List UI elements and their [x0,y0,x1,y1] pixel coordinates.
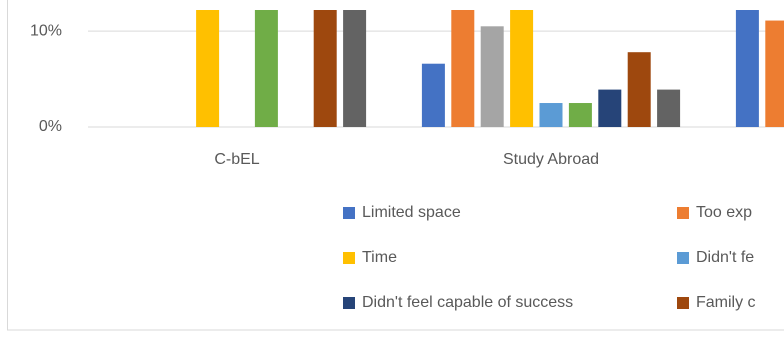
y-tick-label: 10% [30,22,62,39]
x-tick-label: C-bEL [214,151,259,168]
legend-swatch [343,252,355,264]
legend-label: Time [362,249,397,266]
bar [254,10,278,127]
legend-swatch [677,252,689,264]
legend-label: Family c [696,294,756,311]
bar [598,89,622,127]
bar [627,52,651,128]
bar [480,26,504,128]
legend-label: Didn't fe [696,249,754,266]
bar [421,63,445,127]
bar [539,103,563,127]
bar [657,89,681,127]
bar [451,10,475,127]
legend-label: Too exp [696,204,752,221]
bar [343,10,367,127]
legend-swatch [343,207,355,219]
bar [196,10,220,127]
legend-swatch [677,297,689,309]
y-tick-label: 0% [39,118,62,135]
bar [510,10,534,127]
bar [568,103,592,127]
bars [196,10,784,128]
chart-frame [7,0,784,331]
legend-swatch [677,207,689,219]
legend-swatch [343,297,355,309]
bar [735,10,759,127]
bar [765,20,784,128]
legend-label: Didn't feel capable of success [362,294,573,311]
x-tick-label: Study Abroad [503,151,599,168]
bar [313,10,337,127]
labels: 0% 10% C-bEL Study Abroad Limited space Too e… [30,22,756,311]
legend-label: Limited space [362,204,461,221]
